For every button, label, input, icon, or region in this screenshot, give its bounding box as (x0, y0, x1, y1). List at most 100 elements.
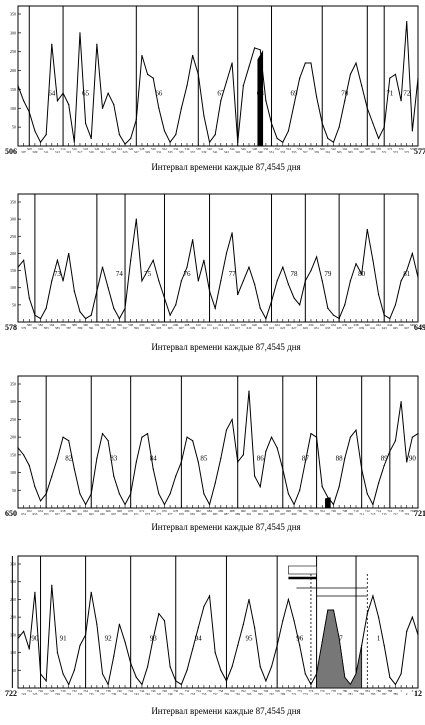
x-tick-label: 742 (128, 689, 133, 693)
x-tick-label: 2 (406, 692, 408, 696)
data-point (287, 493, 290, 495)
cycle-label: 83 (110, 454, 118, 462)
series-line (17, 219, 419, 320)
x-tick-label: 574 (399, 147, 404, 151)
data-point (389, 317, 391, 320)
x-tick-label: 775 (314, 692, 319, 696)
x-tick-label: 670 (128, 509, 133, 513)
data-point (214, 482, 216, 484)
x-end-label: 577 (414, 147, 425, 156)
x-tick-label: 552 (275, 147, 280, 151)
annotation-box (288, 565, 317, 575)
x-tick-label: 667 (111, 512, 116, 516)
data-point (158, 613, 160, 615)
x-tick-label: 530 (151, 147, 156, 151)
x-tick-label: 508 (27, 147, 32, 151)
data-point (349, 436, 351, 438)
x-tick-label: 763 (247, 692, 252, 696)
data-point (327, 137, 329, 140)
cycle-label: 80 (358, 270, 366, 278)
y-tick-label: 300 (10, 217, 16, 222)
x-tick-label: 625 (280, 326, 285, 330)
data-point (349, 73, 351, 75)
x-tick-label: 678 (173, 509, 178, 513)
data-point (248, 598, 250, 601)
x-tick-label: 703 (314, 512, 319, 516)
x-tick-label: 677 (168, 512, 173, 516)
x-tick-label: 656 (49, 509, 54, 513)
cycle-label: 65 (82, 90, 90, 98)
data-point (389, 676, 391, 678)
data-point (101, 107, 104, 109)
x-tick-label: 683 (202, 512, 207, 516)
data-point (124, 641, 126, 643)
x-tick-label: 783 (359, 692, 364, 696)
x-tick-label: 1 (400, 689, 402, 693)
x-axis-caption: Интервал времени каждые 87,4545 дня (151, 162, 300, 172)
x-start-label: 506 (5, 147, 17, 156)
x-tick-label: 615 (224, 326, 229, 330)
data-point (361, 273, 363, 275)
x-tick-label: 599 (134, 326, 139, 330)
data-point (344, 457, 346, 459)
x-tick-label: 754 (196, 689, 201, 693)
x-tick-label: 729 (55, 692, 60, 696)
x-tick-label: 616 (230, 323, 235, 327)
data-point (276, 280, 278, 282)
cycle-label: 92 (105, 634, 113, 642)
data-point (400, 673, 402, 675)
data-point (411, 436, 413, 438)
x-tick-label: 766 (263, 689, 268, 693)
y-tick-label: 350 (10, 562, 16, 567)
data-point (366, 228, 368, 231)
x-tick-label: 571 (382, 150, 387, 154)
data-point (259, 666, 261, 668)
x-tick-label: 691 (247, 512, 252, 516)
data-point (276, 137, 278, 140)
x-tick-label: 586 (61, 323, 66, 327)
x-tick-label: 511 (44, 150, 49, 154)
data-point (259, 49, 261, 51)
y-tick-label: 50 (12, 125, 16, 130)
data-point (406, 630, 408, 632)
x-axis-caption: Интервал времени каждые 87,4545 дня (151, 522, 300, 532)
data-point (254, 283, 256, 285)
data-point (254, 475, 256, 477)
x-tick-label: 562 (331, 147, 336, 151)
x-tick-label: 623 (269, 326, 274, 330)
x-tick-label: 760 (230, 689, 235, 693)
data-point (231, 666, 233, 668)
data-point (225, 81, 228, 83)
x-tick-label: 669 (123, 512, 128, 516)
x-tick-label: 716 (387, 509, 392, 513)
x-tick-label: 559 (314, 150, 319, 154)
y-tick-label: 200 (10, 615, 16, 620)
x-tick-label: 687 (224, 512, 229, 516)
data-point (62, 436, 64, 438)
x-tick-label: 557 (303, 150, 308, 154)
x-tick-label: 753 (190, 692, 195, 696)
x-tick-label: 607 (179, 326, 184, 330)
data-point (220, 280, 222, 282)
y-tick-label: 300 (10, 30, 16, 35)
data-point (377, 482, 380, 484)
data-point (310, 433, 312, 435)
data-point (197, 280, 199, 282)
y-tick-label: 200 (10, 68, 16, 73)
x-tick-label: 672 (140, 509, 145, 513)
data-point (45, 134, 47, 136)
cycle-label: 78 (291, 270, 299, 278)
data-point (68, 440, 70, 442)
x-tick-label: 617 (235, 326, 240, 330)
y-tick-label: 350 (10, 12, 16, 17)
y-tick-label: 100 (10, 650, 16, 655)
y-tick-label: 200 (10, 435, 16, 440)
data-point (417, 433, 419, 435)
data-point (321, 280, 323, 282)
data-point (417, 634, 419, 636)
data-point (169, 141, 171, 143)
data-point (344, 304, 346, 306)
x-tick-label: 660 (72, 509, 77, 513)
x-tick-label: 686 (218, 509, 223, 513)
data-point (361, 85, 363, 87)
